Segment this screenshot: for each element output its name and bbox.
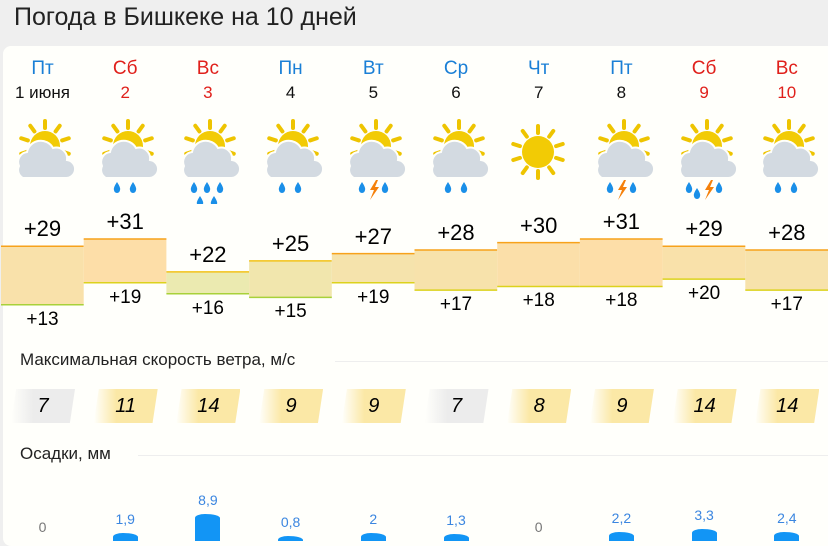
day-of-week: Сб [691, 58, 717, 79]
max-temp: +30 [520, 212, 558, 238]
precip-bar [360, 532, 386, 541]
day-of-week: Пн [278, 58, 303, 79]
day-date: 2 [120, 83, 130, 102]
wind-speed: 11 [93, 389, 158, 423]
partly-cloudy-light-rain-icon [84, 118, 167, 204]
wind-speed: 7 [11, 389, 75, 423]
min-temp: +19 [109, 286, 142, 308]
day-date: 10 [777, 83, 797, 102]
day-of-week: Чт [528, 58, 550, 79]
min-temp: +15 [274, 301, 307, 323]
temp-range-bar [166, 271, 250, 294]
min-temp: +17 [770, 294, 803, 316]
temp-range-bar [745, 249, 828, 291]
wind-speed: 7 [424, 389, 489, 423]
temp-range-bar [249, 260, 332, 298]
wind-speed: 9 [341, 389, 406, 423]
max-temp: +31 [602, 209, 641, 234]
temp-range-bar [662, 246, 746, 280]
precip-amount: 3,3 [694, 507, 714, 524]
temp-range-bar [331, 253, 415, 283]
wind-section-title: Максимальная скорость ветра, м/с [20, 350, 296, 369]
day-of-week: Вс [196, 58, 219, 79]
partly-cloudy-thunderstorm-rain-icon [663, 118, 746, 204]
wind-speed: 14 [176, 389, 241, 423]
min-temp: +16 [191, 297, 224, 319]
partly-cloudy-light-rain-icon [415, 118, 498, 204]
wind-speed: 14 [755, 389, 820, 423]
precip-amount: 0 [38, 519, 47, 535]
clear-icon [497, 118, 580, 204]
precip-amount: 2,2 [611, 510, 632, 527]
partly-cloudy-thunderstorm-icon [580, 118, 663, 204]
day-date: 6 [451, 83, 461, 102]
max-temp: +28 [768, 219, 806, 245]
max-temp: +28 [437, 219, 475, 245]
temp-range-bar [497, 242, 580, 287]
max-temp: +27 [354, 223, 392, 249]
precip-amount: 1,9 [115, 510, 135, 527]
precip-amount: 1,3 [446, 512, 466, 529]
day-date: 3 [203, 83, 213, 102]
precip-amount: 8,9 [198, 491, 218, 508]
min-temp: +13 [26, 308, 59, 330]
precip-bar [691, 529, 717, 541]
page-title: Погода в Бишкеке на 10 дней [14, 3, 357, 31]
partly-cloudy-thunderstorm-icon [332, 118, 415, 204]
precip-amount: 0 [534, 519, 543, 535]
day-date: 1 июня [14, 83, 71, 102]
max-temp: +29 [685, 216, 723, 242]
divider [138, 455, 828, 456]
min-temp: +17 [439, 294, 473, 316]
max-temp: +25 [271, 230, 310, 256]
day-of-week: Пт [31, 58, 54, 79]
min-temp: +20 [687, 283, 721, 305]
day-of-week: Вт [362, 58, 384, 79]
day-of-week: Вс [775, 58, 798, 79]
min-temp: +18 [605, 290, 638, 312]
wind-speed: 9 [589, 389, 654, 423]
partly-cloudy-rain-icon [166, 118, 249, 207]
partly-cloudy-light-rain-icon [745, 118, 828, 204]
max-temp: +22 [189, 241, 227, 267]
wind-speed: 8 [507, 389, 572, 423]
temp-range-bar [83, 239, 167, 283]
day-date: 8 [616, 83, 627, 102]
divider [335, 361, 828, 362]
temp-range-bar [579, 239, 663, 287]
wind-speed: 9 [259, 389, 324, 423]
partly-cloudy-light-rain-icon [249, 118, 332, 204]
min-temp: +19 [357, 286, 390, 308]
day-of-week: Пт [610, 58, 633, 79]
temp-range-bar [1, 246, 84, 305]
precip-amount: 2 [369, 510, 378, 527]
day-date: 4 [285, 83, 296, 102]
precip-bar [195, 513, 221, 541]
precip-bar [774, 531, 800, 541]
precip-bar [608, 532, 634, 541]
day-of-week: Ср [443, 58, 469, 79]
day-date: 5 [368, 83, 379, 102]
precip-amount: 0,8 [280, 513, 301, 530]
precip-bar [443, 534, 469, 541]
temp-range-bar [414, 249, 498, 291]
precip-section-title: Осадки, мм [20, 444, 111, 463]
min-temp: +18 [522, 290, 555, 312]
day-of-week: Сб [112, 58, 138, 79]
precip-amount: 2,4 [777, 509, 797, 526]
partly-cloudy-icon [1, 118, 84, 204]
day-date: 7 [533, 83, 544, 102]
wind-speed: 14 [672, 389, 737, 423]
precip-bar [112, 532, 138, 541]
precip-bar [278, 535, 304, 541]
max-temp: +29 [23, 216, 62, 242]
day-date: 9 [699, 83, 709, 102]
max-temp: +31 [106, 209, 144, 234]
temperature-chart [1, 238, 828, 306]
